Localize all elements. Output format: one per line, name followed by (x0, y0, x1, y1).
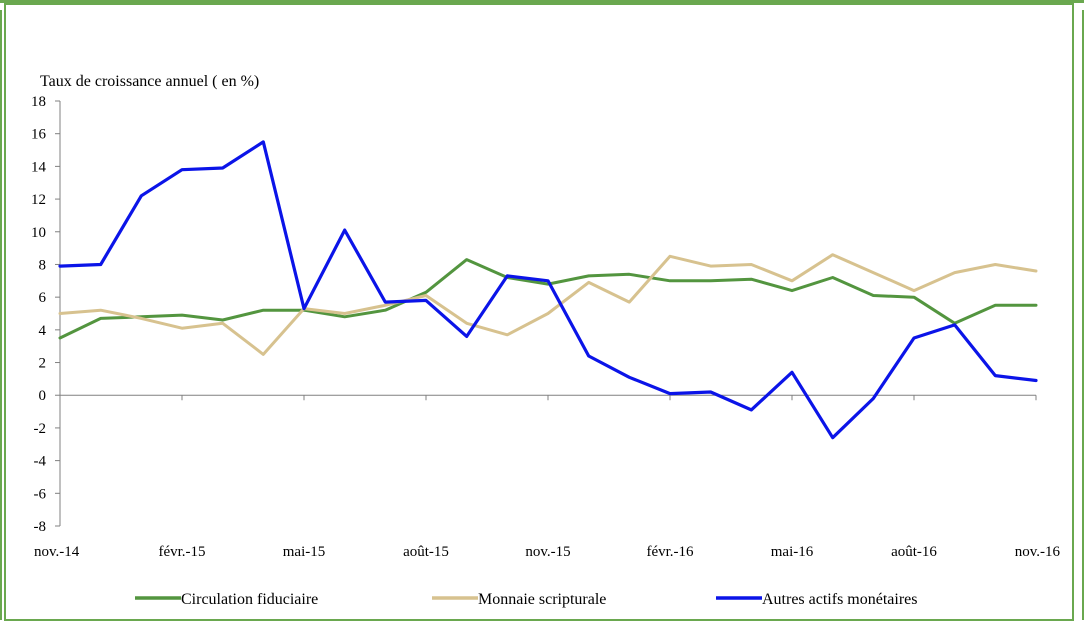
y-tick-label: 12 (31, 192, 46, 208)
y-tick-label: 16 (31, 127, 47, 143)
y-tick-label: -6 (34, 486, 47, 502)
legend-label-1: Circulation fiduciaire (181, 591, 318, 608)
x-tick-label: mai-15 (283, 544, 326, 560)
x-tick-label: août-16 (891, 544, 937, 560)
y-tick-label: 10 (31, 225, 46, 241)
y-tick-label: 18 (31, 94, 46, 110)
x-axis: nov.-14 févr.-15 mai-15 août-15 nov.-15 févr.… (34, 394, 1061, 560)
frame-top-border (0, 0, 1084, 3)
series-lines (58, 140, 1038, 440)
y-tick-label: 4 (39, 323, 47, 339)
y-tick-label: 2 (39, 356, 47, 372)
y-tick-label: -4 (34, 454, 47, 470)
y-tick-label: -2 (34, 421, 47, 437)
y-tick-label: 6 (39, 290, 47, 306)
x-tick-label: mai-16 (771, 544, 814, 560)
x-tick-label: nov.-15 (525, 544, 570, 560)
legend: Circulation fiduciaire Monnaie scriptural… (135, 591, 918, 608)
x-tick-label: août-15 (403, 544, 449, 560)
x-tick-label: nov.-14 (34, 544, 80, 560)
frame-left-border (0, 10, 3, 620)
frame-right-border (1080, 10, 1084, 620)
y-axis-label: Taux de croissance annuel ( en %) (40, 73, 259, 90)
legend-label-2: Monnaie scripturale (478, 591, 606, 608)
y-axis: -8 -6 -4 -2 0 2 4 6 8 10 12 14 16 18 (31, 94, 61, 535)
series-line-3 (58, 140, 1038, 440)
x-tick-label: févr.-16 (646, 544, 694, 560)
x-tick-label: nov.-16 (1015, 544, 1061, 560)
legend-label-3: Autres actifs monétaires (762, 591, 918, 608)
y-tick-label: -8 (34, 519, 47, 535)
y-tick-label: 8 (39, 257, 47, 273)
x-tick-label: févr.-15 (158, 544, 205, 560)
series-line-2 (58, 253, 1038, 356)
chart-frame (4, 3, 1074, 621)
y-tick-label: 14 (31, 159, 47, 175)
y-tick-label: 0 (39, 388, 47, 404)
